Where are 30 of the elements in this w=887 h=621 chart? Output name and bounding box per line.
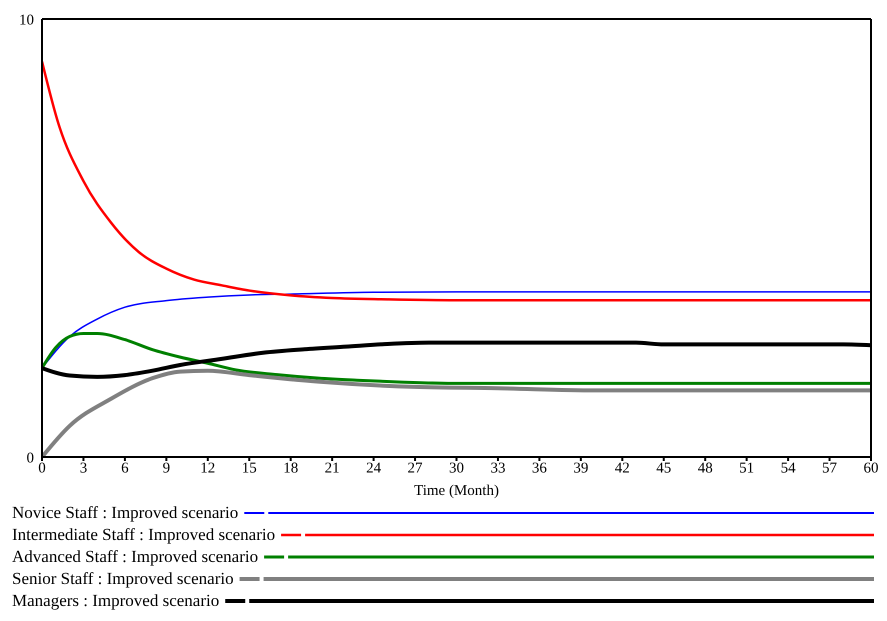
x-tick-label: 12 [200, 460, 216, 477]
line-series [42, 60, 871, 302]
x-tick-label: 6 [121, 460, 130, 477]
legend-label: Managers : Improved scenario [12, 591, 220, 610]
x-tick-label: 18 [283, 460, 298, 477]
legend-label: Intermediate Staff : Improved scenario [12, 525, 276, 544]
x-tick-label: 21 [324, 460, 340, 477]
x-tick-label: 54 [780, 460, 796, 477]
legend-label: Advanced Staff : Improved scenario [12, 547, 258, 566]
line-series [42, 332, 871, 385]
legend-label: Novice Staff : Improved scenario [12, 503, 238, 522]
x-tick-label: 39 [573, 460, 588, 477]
x-tick-label: 27 [408, 460, 424, 477]
x-tick-label: 57 [822, 460, 838, 477]
x-tick-label: 51 [739, 460, 754, 477]
x-tick-label: 33 [490, 460, 506, 477]
legend-label: Senior Staff : Improved scenario [12, 569, 234, 588]
x-axis-title: Time (Month) [414, 483, 499, 499]
x-tick-label: 48 [698, 460, 713, 477]
x-tick-label: 9 [162, 460, 170, 477]
x-tick-label: 0 [38, 460, 46, 477]
x-tick-label: 45 [656, 460, 672, 477]
x-tick-label: 60 [864, 460, 878, 477]
y-tick-label: 10 [19, 12, 34, 28]
x-tick-label: 36 [532, 460, 548, 477]
x-tick-label: 3 [80, 460, 88, 477]
x-tick-label: 42 [614, 460, 630, 477]
x-tick-label: 15 [242, 460, 257, 477]
x-tick-label: 24 [366, 460, 382, 477]
x-tick-label: 30 [449, 460, 464, 477]
